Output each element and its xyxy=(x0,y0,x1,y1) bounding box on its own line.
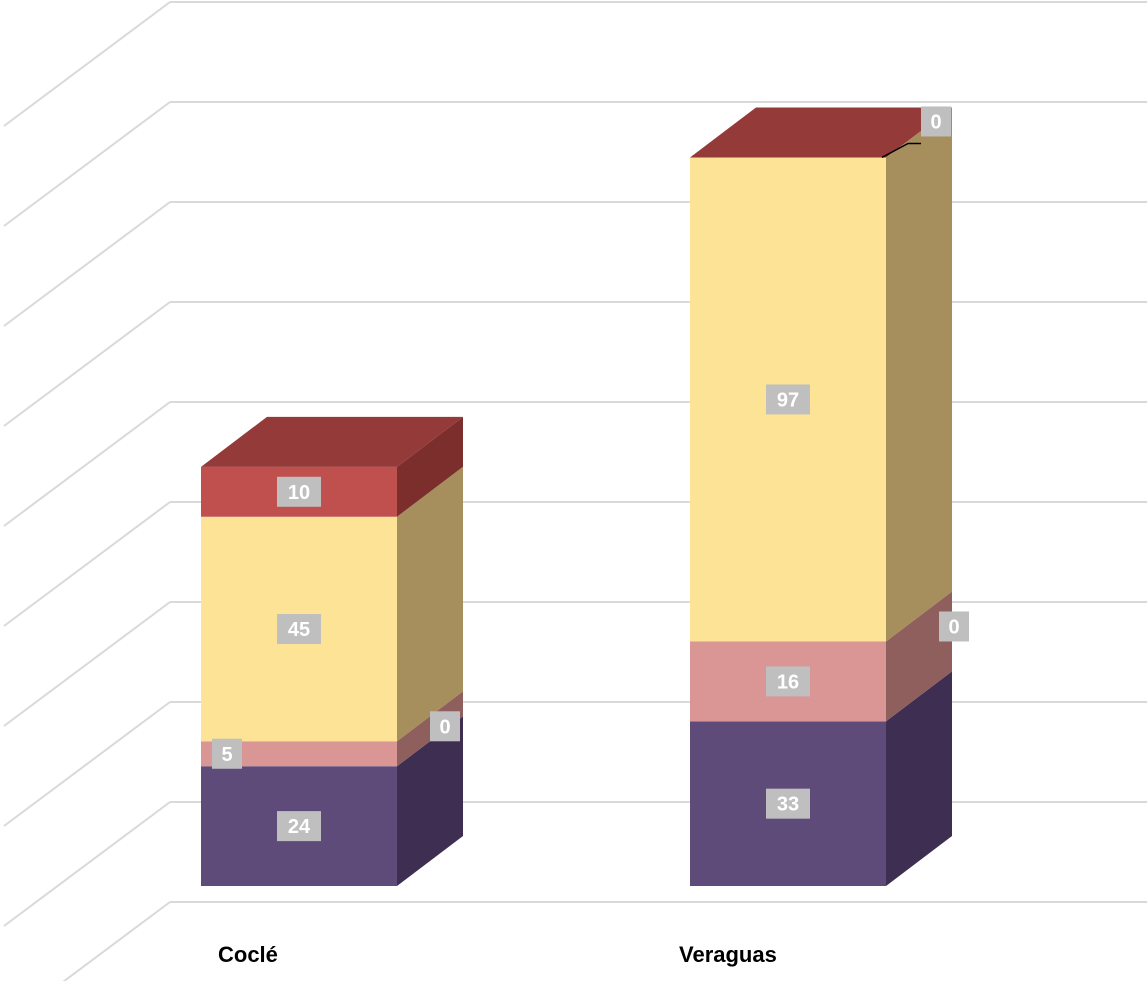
data-label-box xyxy=(766,384,810,415)
bar-segment-side xyxy=(397,416,463,517)
data-label-cocle-3: 45 xyxy=(277,614,321,645)
data-label-box xyxy=(939,611,969,642)
data-label-text: 97 xyxy=(777,389,799,411)
gridline-floor xyxy=(62,901,171,981)
leader-line xyxy=(881,142,921,159)
category-labels: Coclé Veraguas xyxy=(218,942,777,967)
gridline-floor xyxy=(3,101,171,227)
data-label-cocle-0: 24 xyxy=(277,811,321,842)
gridlines xyxy=(3,1,1147,981)
gridline-floor xyxy=(3,1,171,127)
bar-segment-side xyxy=(886,671,952,886)
data-labels: 24 5 0 45 10 33 16 0 97 0 xyxy=(212,106,969,842)
gridline-floor xyxy=(3,401,171,527)
data-label-box xyxy=(212,738,242,769)
data-label-text: 33 xyxy=(777,794,799,816)
data-label-text: 24 xyxy=(288,816,311,838)
data-label-box xyxy=(277,811,321,842)
gridline-floor xyxy=(3,301,171,427)
data-label-veraguas-3: 97 xyxy=(766,384,810,415)
gridline-floor xyxy=(3,701,171,827)
data-label-text: 0 xyxy=(930,111,941,133)
data-label-veraguas-4: 0 xyxy=(921,106,951,137)
data-label-box xyxy=(921,106,951,137)
data-label-box xyxy=(430,711,460,742)
data-label-text: 45 xyxy=(288,619,310,641)
bar-stack-veraguas xyxy=(690,107,952,886)
bar-segment-side xyxy=(397,466,463,742)
gridline-floor xyxy=(3,201,171,327)
data-label-text: 5 xyxy=(221,744,232,766)
bar-segment-side xyxy=(886,107,952,642)
category-label-veraguas: Veraguas xyxy=(679,942,777,967)
data-label-veraguas-1: 16 xyxy=(766,666,810,697)
gridline-floor xyxy=(3,601,171,727)
data-label-cocle-4: 10 xyxy=(277,476,321,507)
gridline-floor xyxy=(3,501,171,627)
data-label-veraguas-2: 0 xyxy=(939,611,969,642)
data-label-box xyxy=(277,476,321,507)
data-label-text: 16 xyxy=(777,671,799,693)
bar-segment-side xyxy=(886,591,952,722)
bar-top-face xyxy=(201,416,463,467)
data-label-text: 10 xyxy=(288,482,310,504)
data-label-veraguas-0: 33 xyxy=(766,788,810,819)
bar-top-face xyxy=(690,107,952,158)
data-label-text: 0 xyxy=(439,716,450,738)
data-label-cocle-1: 5 xyxy=(212,738,242,769)
bar-segment-side xyxy=(397,716,463,886)
data-label-box xyxy=(766,788,810,819)
data-label-cocle-2: 0 xyxy=(430,711,460,742)
data-label-box xyxy=(277,614,321,645)
data-label-box xyxy=(766,666,810,697)
category-label-cocle: Coclé xyxy=(218,942,278,967)
gridline-floor xyxy=(3,801,171,927)
bar-stack-cocle xyxy=(201,416,463,886)
data-label-text: 0 xyxy=(948,616,959,638)
